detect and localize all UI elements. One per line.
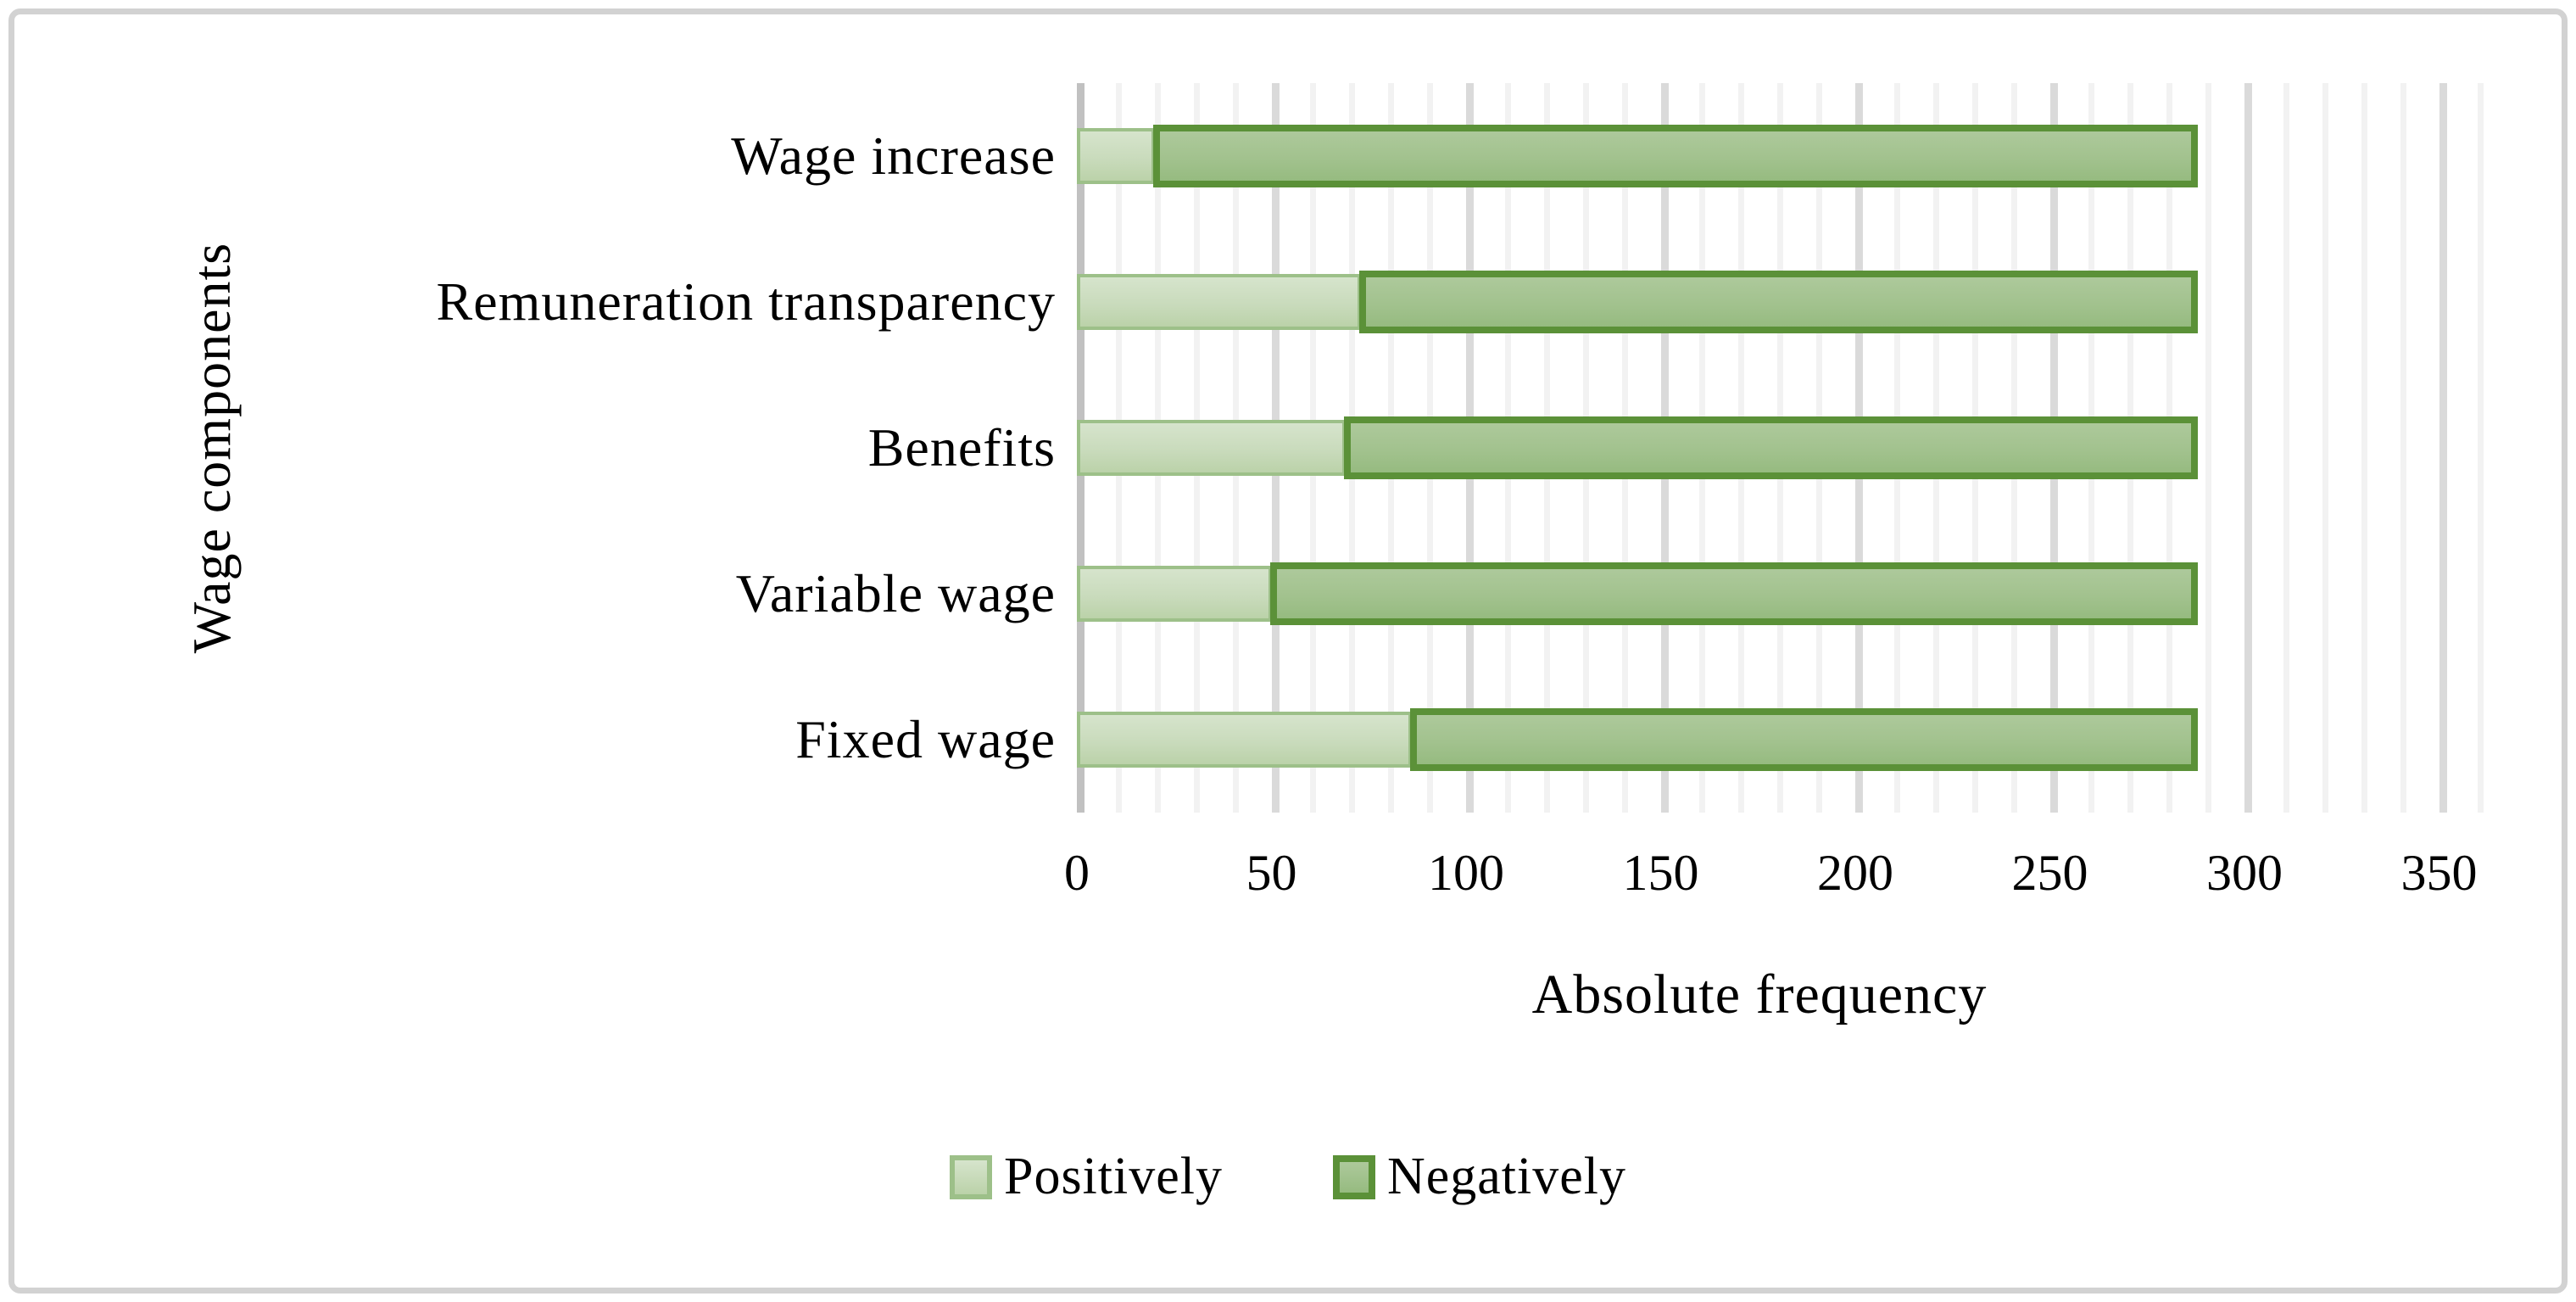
x-tick-label: 200: [1817, 845, 1893, 901]
bar-segment-negatively: [1409, 708, 2198, 771]
legend-item-positively: Positively: [949, 1147, 1223, 1207]
gridline: [2322, 83, 2328, 813]
y-axis-title: Wage components: [181, 242, 242, 654]
x-tick-label: 250: [2011, 845, 2088, 901]
x-axis-tick-labels: 0 50 100 150 200 250 300 350: [1064, 844, 2506, 912]
bar-segment-positively: [1077, 420, 1346, 476]
bar-segment-positively: [1077, 274, 1362, 330]
bar-segment-negatively: [1343, 416, 2198, 479]
category-label: Variable wage: [735, 563, 1056, 623]
gridline: [2400, 83, 2406, 813]
legend-swatch-negatively-icon: [1333, 1154, 1375, 1199]
x-tick-label: 0: [1064, 845, 1090, 901]
bar-segment-positively: [1077, 566, 1272, 622]
category-labels: Wage increase Remuneration transparency Be…: [280, 83, 1056, 813]
x-tick-label: 350: [2400, 845, 2478, 901]
category-label: Wage increase: [731, 126, 1056, 186]
gridline: [2205, 83, 2211, 813]
gridline: [2283, 83, 2289, 813]
category-label: Benefits: [867, 417, 1056, 478]
x-tick-label: 50: [1246, 845, 1297, 901]
gridline: [2361, 83, 2367, 813]
legend-label-negatively: Negatively: [1387, 1148, 1627, 1205]
category-label: Fixed wage: [795, 709, 1056, 769]
bar-segment-negatively: [1152, 125, 2198, 187]
x-tick-label: 100: [1428, 845, 1504, 901]
bar-segment-positively: [1077, 128, 1155, 184]
bar-segment-positively: [1077, 712, 1412, 768]
x-tick-label: 300: [2206, 845, 2283, 901]
category-label: Remuneration transparency: [436, 271, 1056, 332]
legend-item-negatively: Negatively: [1333, 1147, 1626, 1207]
bar-segment-negatively: [1269, 562, 2198, 625]
bar-segment-negatively: [1359, 271, 2198, 333]
plot-area: [1077, 83, 2506, 813]
x-tick-label: 150: [1622, 845, 1699, 901]
gridline: [2439, 83, 2447, 813]
legend-label-positively: Positively: [1003, 1148, 1223, 1205]
x-axis-title: Absolute frequency: [1531, 964, 1988, 1025]
legend: Positively Negatively: [0, 1147, 2576, 1207]
gridline: [2478, 83, 2484, 813]
gridline: [2244, 83, 2252, 813]
legend-swatch-positively-icon: [949, 1154, 992, 1199]
